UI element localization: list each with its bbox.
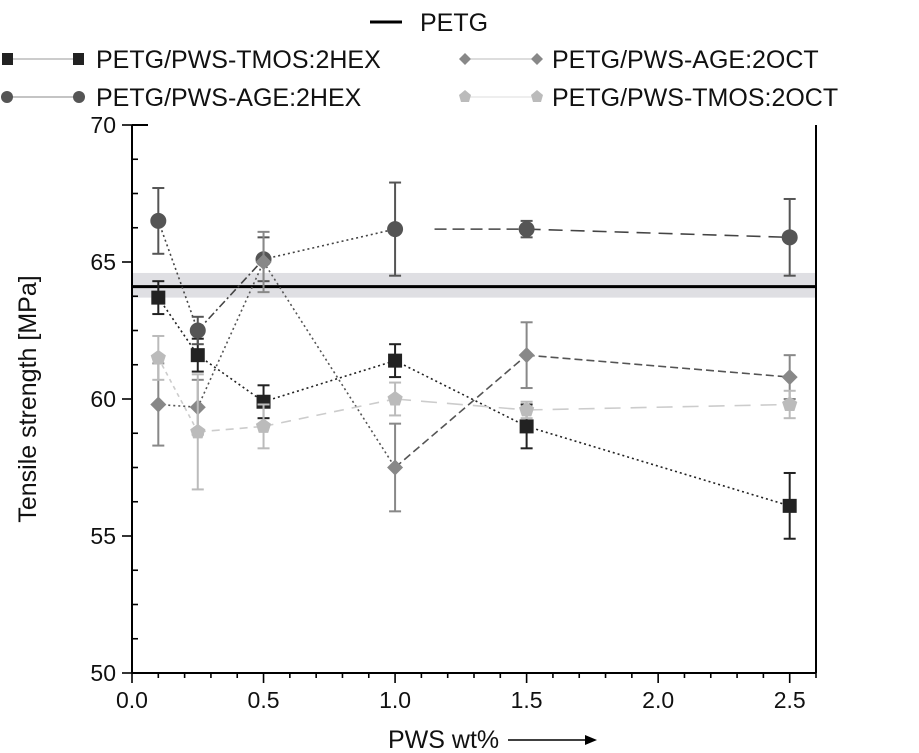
x-tick-label: 1.5 xyxy=(511,687,543,713)
legend-swatch-tmos-2hex xyxy=(2,53,84,65)
x-tick-label: 1.0 xyxy=(379,687,411,713)
legend-label-age-2oct: PETG/PWS-AGE:2OCT xyxy=(552,46,819,74)
series-line-segment xyxy=(197,258,265,332)
y-tick-label: 60 xyxy=(90,386,116,412)
data-point-circle xyxy=(387,221,404,238)
series-line-segment xyxy=(526,228,790,239)
series-line-segment xyxy=(157,297,199,356)
series-line-segment xyxy=(263,398,396,428)
x-tick-label: 0.0 xyxy=(116,687,148,713)
y-tick-label: 65 xyxy=(90,249,116,275)
legend-swatch-tmos-2oct xyxy=(459,90,543,102)
data-point-square xyxy=(151,290,166,305)
legend-label-petg: PETG xyxy=(420,9,488,37)
legend-swatch-age-2oct xyxy=(459,53,543,65)
series-line-segment xyxy=(526,403,790,411)
data-point-diamond xyxy=(150,396,167,413)
series-petg-pws-tmos-2oct xyxy=(150,334,798,491)
data-point-square xyxy=(190,348,205,363)
data-point-square xyxy=(388,353,403,368)
data-point-diamond xyxy=(781,369,798,386)
legend-swatch-age-2hex xyxy=(1,91,85,103)
series-petg-pws-tmos-2hex xyxy=(151,280,797,540)
right-arrow-icon xyxy=(508,735,597,745)
y-axis-title: Tensile strength [MPa] xyxy=(14,275,42,522)
series-line-segment xyxy=(526,425,790,507)
data-point-circle xyxy=(189,322,206,339)
x-tick-label: 0.5 xyxy=(248,687,280,713)
legend-label-tmos-2oct: PETG/PWS-TMOS:2OCT xyxy=(552,84,838,112)
data-point-pentagon xyxy=(255,418,272,433)
data-point-diamond xyxy=(518,347,535,364)
series-line-segment xyxy=(197,354,265,403)
data-point-circle xyxy=(150,212,167,229)
plot-area xyxy=(132,181,816,540)
axes: 50 55 60 65 70 0.0 0.5 1.0 1.5 2.0 2.5 xyxy=(90,112,817,713)
series-line-segment xyxy=(157,357,199,433)
series-line-segment xyxy=(197,425,264,433)
series-line-segment xyxy=(526,354,790,378)
data-point-pentagon xyxy=(782,396,798,411)
data-point-diamond xyxy=(255,254,272,270)
data-point-square xyxy=(519,419,534,434)
legend-label-tmos-2hex: PETG/PWS-TMOS:2HEX xyxy=(96,46,381,74)
data-point-pentagon xyxy=(387,391,403,406)
data-point-circle xyxy=(518,221,535,238)
y-tick-label: 55 xyxy=(90,523,116,549)
data-point-pentagon xyxy=(190,423,206,439)
x-tick-label: 2.5 xyxy=(774,687,806,713)
x-tick-label: 2.0 xyxy=(642,687,674,713)
series-line-segment xyxy=(262,261,396,468)
data-point-square xyxy=(782,498,797,513)
data-point-pentagon xyxy=(519,402,535,417)
series-line-segment xyxy=(395,398,527,411)
data-point-pentagon xyxy=(150,349,166,365)
series-line-segment xyxy=(263,359,396,403)
y-tick-label: 50 xyxy=(90,660,116,686)
series-petg-pws-age-2hex xyxy=(150,181,798,346)
series-line-segment xyxy=(197,261,265,408)
series-line-segment xyxy=(394,354,528,469)
data-point-circle xyxy=(781,229,798,246)
y-tick-label: 70 xyxy=(90,112,116,138)
series-line-segment xyxy=(263,228,396,261)
legend: PETG PETG/PWS-TMOS:2HEX PETG/PWS-AGE:2OC… xyxy=(1,9,838,112)
data-point-diamond xyxy=(387,459,404,476)
x-axis-title: PWS wt% xyxy=(388,726,499,753)
legend-label-age-2hex: PETG/PWS-AGE:2HEX xyxy=(96,84,362,112)
series-line-segment xyxy=(394,359,527,428)
